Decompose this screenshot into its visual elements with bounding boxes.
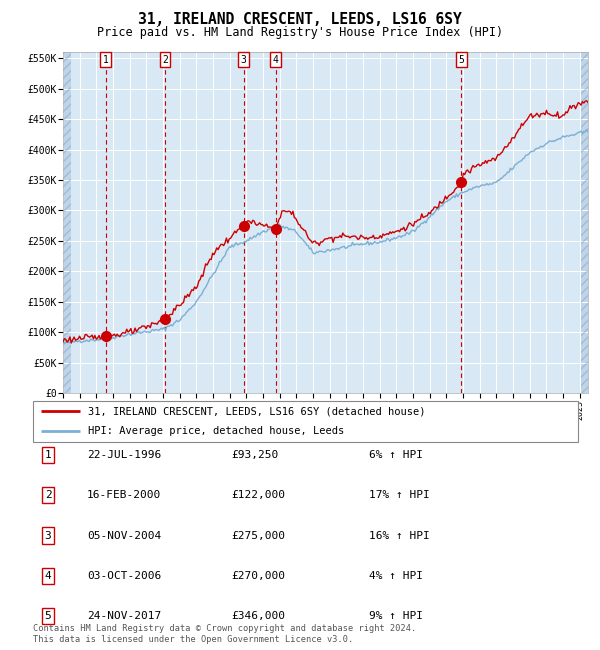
Text: 3: 3 [44, 530, 52, 541]
Text: 1: 1 [103, 55, 109, 65]
Text: 24-NOV-2017: 24-NOV-2017 [87, 611, 161, 621]
Text: 4: 4 [44, 571, 52, 581]
FancyBboxPatch shape [33, 401, 578, 441]
Text: 16% ↑ HPI: 16% ↑ HPI [369, 530, 430, 541]
Text: 17% ↑ HPI: 17% ↑ HPI [369, 490, 430, 501]
Text: 5: 5 [458, 55, 464, 65]
Text: 16-FEB-2000: 16-FEB-2000 [87, 490, 161, 501]
Bar [581, 52, 589, 393]
Text: 31, IRELAND CRESCENT, LEEDS, LS16 6SY: 31, IRELAND CRESCENT, LEEDS, LS16 6SY [138, 12, 462, 27]
Text: 2: 2 [162, 55, 168, 65]
Text: £270,000: £270,000 [231, 571, 285, 581]
Text: 2: 2 [44, 490, 52, 501]
Text: 22-JUL-1996: 22-JUL-1996 [87, 450, 161, 460]
Text: 6% ↑ HPI: 6% ↑ HPI [369, 450, 423, 460]
Text: 4: 4 [272, 55, 278, 65]
Bar [63, 52, 71, 393]
Text: £275,000: £275,000 [231, 530, 285, 541]
Text: 31, IRELAND CRESCENT, LEEDS, LS16 6SY (detached house): 31, IRELAND CRESCENT, LEEDS, LS16 6SY (d… [88, 406, 425, 416]
Text: HPI: Average price, detached house, Leeds: HPI: Average price, detached house, Leed… [88, 426, 344, 436]
Text: £122,000: £122,000 [231, 490, 285, 501]
Text: Price paid vs. HM Land Registry's House Price Index (HPI): Price paid vs. HM Land Registry's House … [97, 26, 503, 39]
Bar [581, 52, 589, 393]
Text: 05-NOV-2004: 05-NOV-2004 [87, 530, 161, 541]
Text: £346,000: £346,000 [231, 611, 285, 621]
Text: 3: 3 [241, 55, 247, 65]
Text: £93,250: £93,250 [231, 450, 278, 460]
Text: 4% ↑ HPI: 4% ↑ HPI [369, 571, 423, 581]
Text: 1: 1 [44, 450, 52, 460]
Text: 5: 5 [44, 611, 52, 621]
Bar [63, 52, 71, 393]
Text: Contains HM Land Registry data © Crown copyright and database right 2024.
This d: Contains HM Land Registry data © Crown c… [33, 624, 416, 644]
Text: 9% ↑ HPI: 9% ↑ HPI [369, 611, 423, 621]
Text: 03-OCT-2006: 03-OCT-2006 [87, 571, 161, 581]
